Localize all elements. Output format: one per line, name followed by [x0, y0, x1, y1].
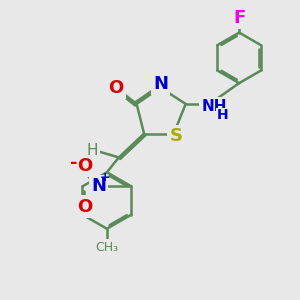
- Text: -: -: [70, 154, 77, 172]
- Text: N: N: [153, 75, 168, 93]
- Text: H: H: [86, 142, 98, 158]
- Text: O: O: [77, 157, 92, 175]
- Text: F: F: [233, 9, 245, 27]
- Text: O: O: [77, 198, 92, 216]
- Text: CH₃: CH₃: [95, 241, 119, 254]
- Text: +: +: [100, 171, 110, 184]
- Text: N: N: [91, 177, 106, 195]
- Text: S: S: [170, 127, 183, 145]
- Text: H: H: [217, 108, 229, 122]
- Text: NH: NH: [201, 99, 227, 114]
- Text: O: O: [108, 79, 123, 97]
